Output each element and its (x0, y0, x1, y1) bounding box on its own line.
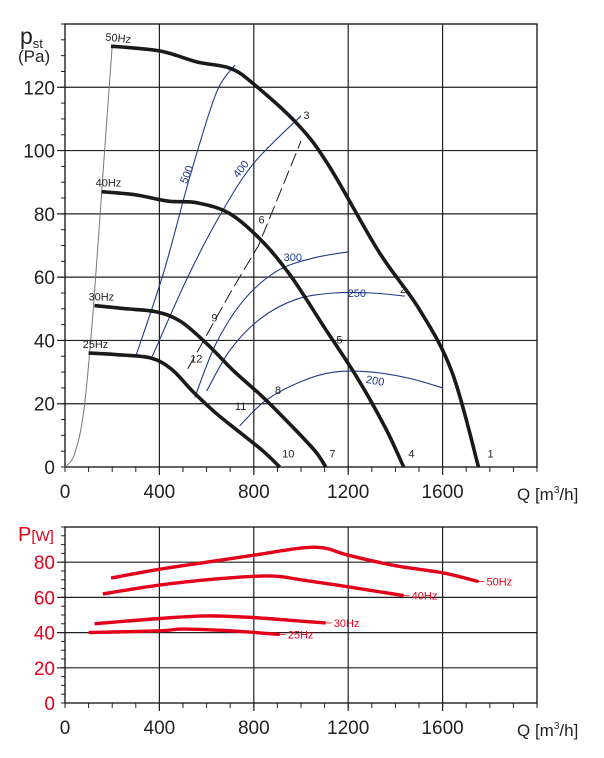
pressure-y-tick-label: 20 (34, 395, 55, 416)
power-x-tick-label: 400 (144, 718, 176, 739)
speed-curve-200 (239, 370, 443, 427)
speed-curve-250 (206, 291, 405, 392)
fan-curve-label: 40Hz (96, 178, 122, 190)
power-curve-label: 30Hz (334, 618, 360, 630)
operating-point-label: 4 (408, 449, 414, 461)
power-curve-label: 25Hz (288, 629, 314, 641)
pressure-y-tick-label: 60 (34, 268, 55, 289)
fan-curve-50Hz (110, 44, 481, 468)
operating-point-label: 9 (211, 312, 217, 324)
power-x-tick-label: 1600 (421, 718, 463, 739)
fan-curve-40Hz (101, 189, 406, 468)
fan-curve-label: 25Hz (83, 339, 109, 351)
pressure-grid (57, 23, 538, 475)
pressure-x-tick-label: 1200 (327, 482, 369, 503)
fan-curve-30Hz (94, 303, 328, 469)
power-x-tick-label: 0 (60, 718, 71, 739)
pressure-y-tick-label: 80 (34, 205, 55, 226)
power-y-tick-label: 20 (34, 659, 55, 680)
speed-curve-300 (194, 251, 349, 398)
power-curve-label: 40Hz (412, 591, 438, 603)
operating-point-label: 2 (400, 284, 406, 296)
pressure-x-tick-label: 800 (238, 482, 270, 503)
power-curves (88, 545, 485, 637)
power-x-tick-label: 800 (238, 718, 270, 739)
power-y-tick-label: 80 (34, 553, 55, 574)
pressure-y-tick-label: 0 (44, 458, 55, 479)
speed-curve-label: 500 (178, 164, 196, 186)
system-resistance-curve (64, 46, 113, 468)
speed-curve-label: 300 (284, 252, 302, 264)
power-curve-25Hz (88, 627, 280, 637)
power-y-tick-label: 60 (34, 588, 55, 609)
pressure-y-tick-label: 40 (34, 331, 55, 352)
max-efficiency-line (187, 140, 302, 370)
pressure-x-tick-label: 400 (144, 482, 176, 503)
power-x-axis-label: Q [m3/h] (517, 721, 578, 740)
fan-curve-label: 50Hz (105, 32, 132, 47)
pressure-y-axis-unit: (Pa) (18, 47, 50, 66)
pressure-curves (64, 44, 481, 469)
operating-point-label: 3 (303, 110, 309, 122)
speed-curve-500 (135, 64, 236, 357)
fan-curve-label: 30Hz (89, 292, 115, 304)
power-curve-label: 50Hz (486, 577, 512, 589)
operating-point-label: 1 (487, 449, 493, 461)
pressure-x-tick-label: 1600 (421, 482, 463, 503)
pressure-x-axis-label: Q [m3/h] (517, 485, 578, 504)
operating-point-label: 6 (259, 214, 265, 226)
power-y-tick-label: 40 (34, 624, 55, 645)
operating-point-label: 7 (329, 449, 335, 461)
operating-point-label: 8 (275, 385, 281, 397)
pressure-y-tick-label: 100 (23, 142, 55, 163)
pressure-y-axis-subscript: st (33, 36, 44, 51)
power-curve-50Hz (110, 545, 479, 584)
speed-curve-label: 250 (348, 288, 366, 300)
speed-curve-400 (151, 115, 302, 357)
power-y-axis-label: P[W] (18, 524, 54, 546)
power-x-tick-label: 1200 (327, 718, 369, 739)
operating-point-label: 11 (235, 401, 246, 413)
operating-point-label: 5 (336, 335, 342, 347)
power-y-tick-label: 0 (44, 694, 55, 715)
pressure-y-axis-label: pst (20, 23, 43, 51)
pressure-y-tick-label: 120 (23, 78, 55, 99)
operating-point-label: 10 (282, 449, 294, 461)
pressure-plot-frame (64, 23, 538, 468)
fan-curve-25Hz (88, 351, 282, 469)
power-curve-30Hz (94, 614, 326, 626)
operating-point-label: 12 (190, 354, 202, 366)
pressure-x-tick-label: 0 (60, 482, 71, 503)
power-curve-40Hz (102, 574, 404, 598)
speed-curve-label: 400 (231, 158, 252, 180)
power-plot-frame (64, 526, 538, 704)
speed-curve-label: 200 (365, 374, 385, 389)
power-grid (57, 526, 538, 711)
